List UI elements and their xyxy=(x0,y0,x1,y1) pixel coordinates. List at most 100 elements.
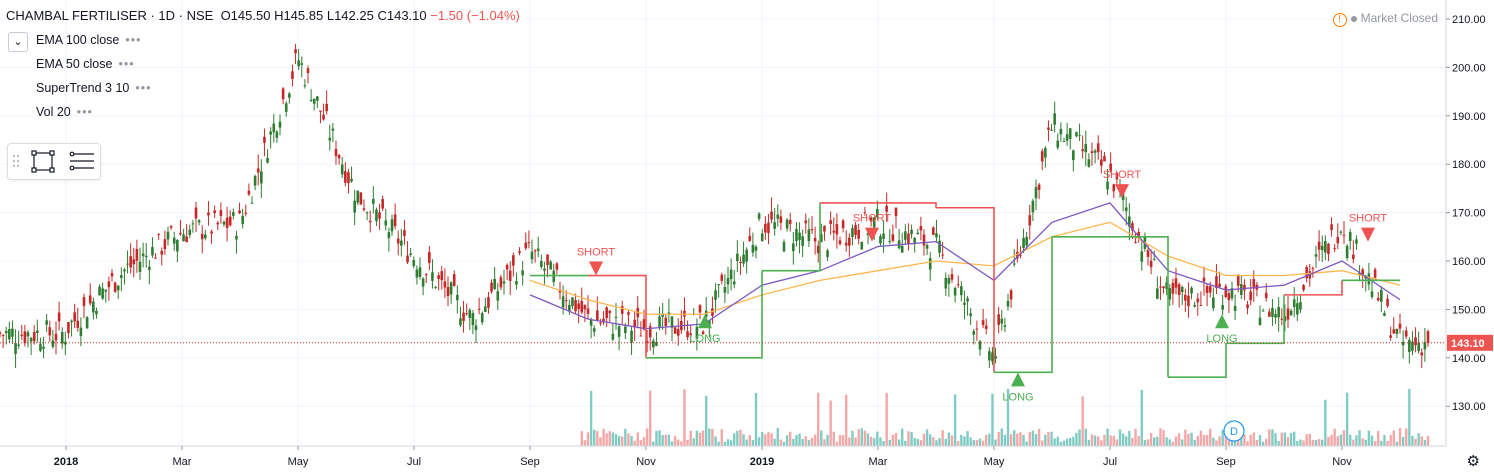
candle-body xyxy=(832,230,836,233)
volume-bar xyxy=(1324,399,1327,446)
volume-bar xyxy=(1389,435,1392,446)
volume-bar xyxy=(1084,428,1087,446)
candle-body xyxy=(424,274,428,276)
candle-body xyxy=(732,281,736,285)
volume-bar xyxy=(757,437,761,446)
candle-body xyxy=(1128,216,1131,227)
candle-body xyxy=(564,300,568,302)
ohlc-close: C143.10 xyxy=(377,8,427,23)
settings-lines-icon[interactable] xyxy=(69,151,94,171)
volume-bar xyxy=(1022,435,1025,446)
short-signal-arrow xyxy=(1361,227,1375,242)
candle-body xyxy=(888,240,892,242)
candle-body xyxy=(418,267,422,277)
volume-bar xyxy=(773,438,776,446)
candle-body xyxy=(1115,172,1119,180)
candle-body xyxy=(938,240,941,253)
volume-bar xyxy=(1109,435,1112,446)
warning-icon[interactable]: ! xyxy=(1332,13,1347,27)
candle-body xyxy=(1408,339,1411,352)
indicator-supertrend[interactable]: SuperTrend 3 10 ••• xyxy=(36,81,152,95)
candle-body xyxy=(400,240,403,246)
market-status: ! Market Closed xyxy=(1332,11,1438,27)
candle-body xyxy=(182,234,185,242)
candle-body xyxy=(1193,304,1196,307)
indicator-ema100[interactable]: EMA 100 close ••• xyxy=(36,33,142,47)
volume-bar xyxy=(1423,439,1427,446)
volume-bar xyxy=(736,430,739,446)
volume-bar xyxy=(1115,439,1119,446)
candle-body xyxy=(452,274,456,286)
volume-bar xyxy=(1050,431,1053,446)
candle-body xyxy=(1025,236,1028,246)
indicator-ema50[interactable]: EMA 50 close ••• xyxy=(36,57,135,71)
candle-body xyxy=(1103,155,1106,162)
volume-bar xyxy=(1118,429,1122,446)
volume-bar xyxy=(1405,428,1408,446)
candle-body xyxy=(1215,276,1218,288)
candle-body xyxy=(1261,310,1265,312)
volume-bar xyxy=(1013,430,1016,446)
candle-body xyxy=(185,236,188,243)
more-icon[interactable]: ••• xyxy=(76,105,93,119)
more-icon[interactable]: ••• xyxy=(118,57,135,71)
candle-body xyxy=(580,300,584,313)
volume-bar xyxy=(583,440,587,446)
candle-body xyxy=(148,266,151,270)
price-axis-bg xyxy=(1446,0,1494,474)
indicator-volume[interactable]: Vol 20 ••• xyxy=(36,105,93,119)
volume-bar xyxy=(1112,435,1115,446)
candle-body xyxy=(1087,159,1091,167)
candle-body xyxy=(1112,184,1116,192)
volume-bar xyxy=(932,437,935,446)
rectangle-tool-icon[interactable] xyxy=(31,150,55,173)
volume-bar xyxy=(723,441,727,446)
candle-body xyxy=(823,225,826,232)
candle-body xyxy=(1028,215,1032,226)
dividend-marker[interactable] xyxy=(1223,420,1245,442)
candle-body xyxy=(508,270,512,281)
candle-body xyxy=(1177,284,1181,295)
volume-bar xyxy=(907,431,910,446)
candle-body xyxy=(334,148,338,157)
volume-bar xyxy=(667,434,671,446)
candle-body xyxy=(232,212,235,216)
volume-bar xyxy=(1252,432,1255,446)
volume-bar xyxy=(695,430,699,446)
more-icon[interactable]: ••• xyxy=(125,33,142,47)
candle-body xyxy=(1149,260,1153,268)
candle-body xyxy=(57,312,61,322)
drag-handle-icon[interactable] xyxy=(12,154,20,168)
candle-body xyxy=(689,333,692,336)
candle-body xyxy=(1146,250,1150,257)
candle-body xyxy=(1037,184,1041,190)
candle-body xyxy=(365,212,369,214)
signal-label: SHORT xyxy=(1103,169,1142,181)
candle-body xyxy=(1355,239,1358,244)
candle-body xyxy=(698,305,702,313)
more-icon[interactable]: ••• xyxy=(135,81,152,95)
volume-bar xyxy=(1137,435,1140,446)
candle-body xyxy=(210,231,213,234)
candle-body xyxy=(984,325,988,329)
volume-bar xyxy=(605,433,608,446)
chart-settings-gear-icon[interactable]: ⚙ xyxy=(1466,453,1480,470)
volume-bar xyxy=(860,428,863,446)
volume-bar xyxy=(1199,430,1203,446)
volume-bar xyxy=(761,431,764,446)
volume-bar xyxy=(1212,437,1215,446)
price-tick-label: 140.00 xyxy=(1452,353,1486,365)
candle-body xyxy=(120,275,123,279)
symbol-title[interactable]: CHAMBAL FERTILISER · 1D · NSE xyxy=(6,8,214,23)
candle-body xyxy=(1047,127,1050,130)
volume-bar xyxy=(1317,439,1321,446)
volume-bar xyxy=(1268,429,1271,446)
collapse-indicators-button[interactable]: ⌄ xyxy=(8,32,28,52)
candle-body xyxy=(462,312,465,321)
candle-body xyxy=(1019,254,1022,256)
candle-body xyxy=(188,229,192,235)
candle-body xyxy=(792,243,795,252)
candle-body xyxy=(1411,341,1414,351)
candle-body xyxy=(764,223,767,233)
